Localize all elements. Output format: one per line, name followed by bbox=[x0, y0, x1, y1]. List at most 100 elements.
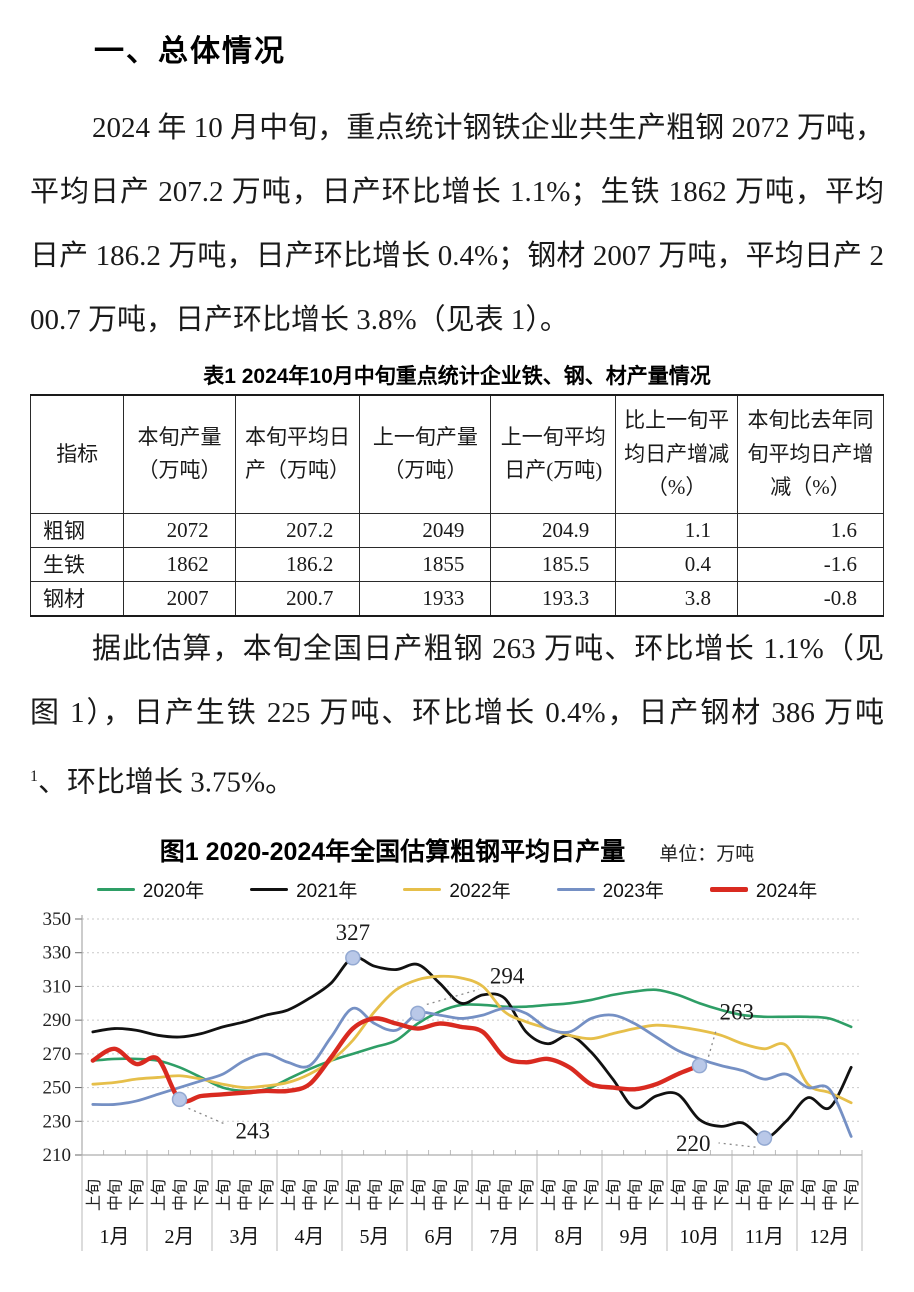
period-label-group: 上旬 bbox=[85, 1179, 103, 1211]
period-label-group: 上旬 bbox=[540, 1179, 558, 1211]
period-label-group: 中旬 bbox=[107, 1179, 125, 1211]
legend-swatch bbox=[96, 888, 135, 892]
annotation-marker bbox=[756, 1130, 773, 1147]
period-label-group: 下旬 bbox=[388, 1179, 406, 1211]
x-month-label: 7月 bbox=[490, 1226, 520, 1248]
y-tick-label: 250 bbox=[43, 1078, 72, 1099]
annotation-marker bbox=[691, 1058, 708, 1074]
table-cell: 200.7 bbox=[234, 580, 361, 617]
period-label-group: 上旬 bbox=[475, 1179, 493, 1211]
x-month-label: 4月 bbox=[295, 1226, 325, 1248]
table-cell: 1855 bbox=[359, 546, 492, 582]
series-line-2021 bbox=[91, 956, 853, 1140]
period-label-group: 中旬 bbox=[757, 1179, 775, 1211]
table-header-cell: 本旬产量（万吨） bbox=[123, 394, 236, 514]
table-cell: 193.3 bbox=[490, 580, 617, 617]
period-label-group: 下旬 bbox=[648, 1179, 666, 1211]
figure-title: 图1 2020-2024年全国估算粗钢平均日产量 bbox=[159, 838, 626, 867]
x-period-label: 中旬 bbox=[107, 1179, 125, 1211]
y-tick-label: 230 bbox=[43, 1112, 72, 1133]
series-line-2023 bbox=[91, 1007, 853, 1139]
x-period-label: 下旬 bbox=[193, 1179, 211, 1211]
period-label-group: 下旬 bbox=[583, 1179, 601, 1211]
period-label-group: 下旬 bbox=[843, 1179, 861, 1211]
legend-swatch bbox=[709, 887, 748, 893]
period-label-group: 上旬 bbox=[280, 1179, 298, 1211]
section-heading: 一、总体情况 bbox=[94, 35, 286, 68]
x-period-label: 中旬 bbox=[627, 1179, 645, 1211]
y-tick-label: 330 bbox=[43, 943, 72, 964]
x-period-label: 上旬 bbox=[540, 1179, 558, 1211]
table-row: 钢材 2007 200.7 1933 193.3 3.8 -0.8 bbox=[29, 580, 884, 617]
x-period-label: 上旬 bbox=[670, 1179, 688, 1211]
annotation-marker bbox=[410, 1006, 426, 1022]
legend-item-2020: 2020年 bbox=[96, 876, 205, 903]
chart-container: 210 230 250 270 290 310 330 350 上旬 中旬 下旬 上旬 中旬 下旬 上旬 中旬… bbox=[30, 905, 884, 1262]
x-month-label: 2月 bbox=[165, 1226, 195, 1248]
table-header-cell: 本旬平均日产（万吨） bbox=[234, 394, 361, 514]
x-period-label: 上旬 bbox=[215, 1179, 233, 1211]
table-row-label: 生铁 bbox=[29, 546, 125, 582]
table-cell: 186.2 bbox=[234, 546, 361, 582]
x-month-label: 3月 bbox=[230, 1226, 260, 1248]
legend-item-2024: 2024年 bbox=[709, 876, 818, 903]
table-cell: 0.4 bbox=[615, 546, 739, 582]
x-month-label: 10月 bbox=[680, 1226, 720, 1248]
figure-unit-label: 单位：万吨 bbox=[659, 844, 755, 866]
annotation-label: 327 bbox=[336, 920, 371, 945]
y-tick-label: 210 bbox=[43, 1145, 72, 1166]
x-period-label: 下旬 bbox=[453, 1179, 471, 1211]
x-period-label: 下旬 bbox=[778, 1179, 796, 1211]
table-cell: 1933 bbox=[359, 580, 492, 617]
period-label-group: 中旬 bbox=[172, 1179, 190, 1211]
y-tick-label: 310 bbox=[43, 977, 72, 998]
paragraph-estimate: 据此估算，本旬全国日产粗钢 263 万吨、环比增长 1.1%（见图 1），日产生… bbox=[30, 632, 884, 729]
table-cell: 2049 bbox=[359, 512, 492, 548]
figure-1: 图1 2020-2024年全国估算粗钢平均日产量 单位：万吨 2020年 2021… bbox=[30, 832, 884, 1262]
period-label-group: 上旬 bbox=[215, 1179, 233, 1211]
period-label-group: 中旬 bbox=[822, 1179, 840, 1211]
legend-swatch bbox=[556, 888, 595, 892]
x-period-label: 中旬 bbox=[757, 1179, 775, 1211]
x-period-label: 中旬 bbox=[692, 1179, 710, 1211]
x-period-label: 下旬 bbox=[648, 1179, 666, 1211]
x-period-label: 下旬 bbox=[323, 1179, 341, 1211]
x-month-label: 5月 bbox=[360, 1226, 390, 1248]
annotation-marker bbox=[171, 1092, 188, 1108]
table-cell: 2007 bbox=[123, 580, 236, 617]
y-tick-label: 290 bbox=[43, 1011, 72, 1032]
period-label-group: 上旬 bbox=[800, 1179, 818, 1211]
x-period-label: 中旬 bbox=[432, 1179, 450, 1211]
period-label-group: 下旬 bbox=[323, 1179, 341, 1211]
x-month-label: 12月 bbox=[810, 1226, 850, 1248]
legend-label: 2021年 bbox=[296, 881, 358, 903]
footnote-text: 、环比增长 3.75%。 bbox=[38, 766, 295, 799]
x-period-label: 下旬 bbox=[713, 1179, 731, 1211]
x-period-label: 下旬 bbox=[128, 1179, 146, 1211]
table-cell: -0.8 bbox=[737, 580, 884, 617]
legend-label: 2020年 bbox=[142, 881, 205, 903]
x-period-label: 上旬 bbox=[150, 1179, 168, 1211]
table-cell: 185.5 bbox=[490, 546, 617, 582]
x-period-label: 上旬 bbox=[800, 1179, 818, 1211]
period-label-group: 上旬 bbox=[345, 1179, 363, 1211]
period-label-group: 中旬 bbox=[627, 1179, 645, 1211]
footnote-line: 1、环比增长 3.75%。 bbox=[30, 749, 884, 811]
x-period-label: 上旬 bbox=[345, 1179, 363, 1211]
annotation-label: 220 bbox=[676, 1132, 711, 1157]
annotation-label: 263 bbox=[720, 1000, 755, 1025]
x-period-label: 下旬 bbox=[583, 1179, 601, 1211]
annotation-leader bbox=[188, 1108, 228, 1127]
period-label-group: 中旬 bbox=[237, 1179, 255, 1211]
period-label-group: 中旬 bbox=[432, 1179, 450, 1211]
x-period-label: 下旬 bbox=[258, 1179, 276, 1211]
legend-item-2023: 2023年 bbox=[556, 876, 664, 903]
table-cell: 1.6 bbox=[737, 512, 884, 548]
figure-title-row: 图1 2020-2024年全国估算粗钢平均日产量 单位：万吨 bbox=[30, 832, 884, 868]
table-cell: 1.1 bbox=[615, 512, 739, 548]
period-label-group: 下旬 bbox=[128, 1179, 146, 1211]
table-head: 指标 本旬产量（万吨） 本旬平均日产（万吨） 上一旬产量（万吨） 上一旬平均日产(万吨)… bbox=[29, 394, 884, 514]
legend-label: 2024年 bbox=[755, 881, 818, 903]
